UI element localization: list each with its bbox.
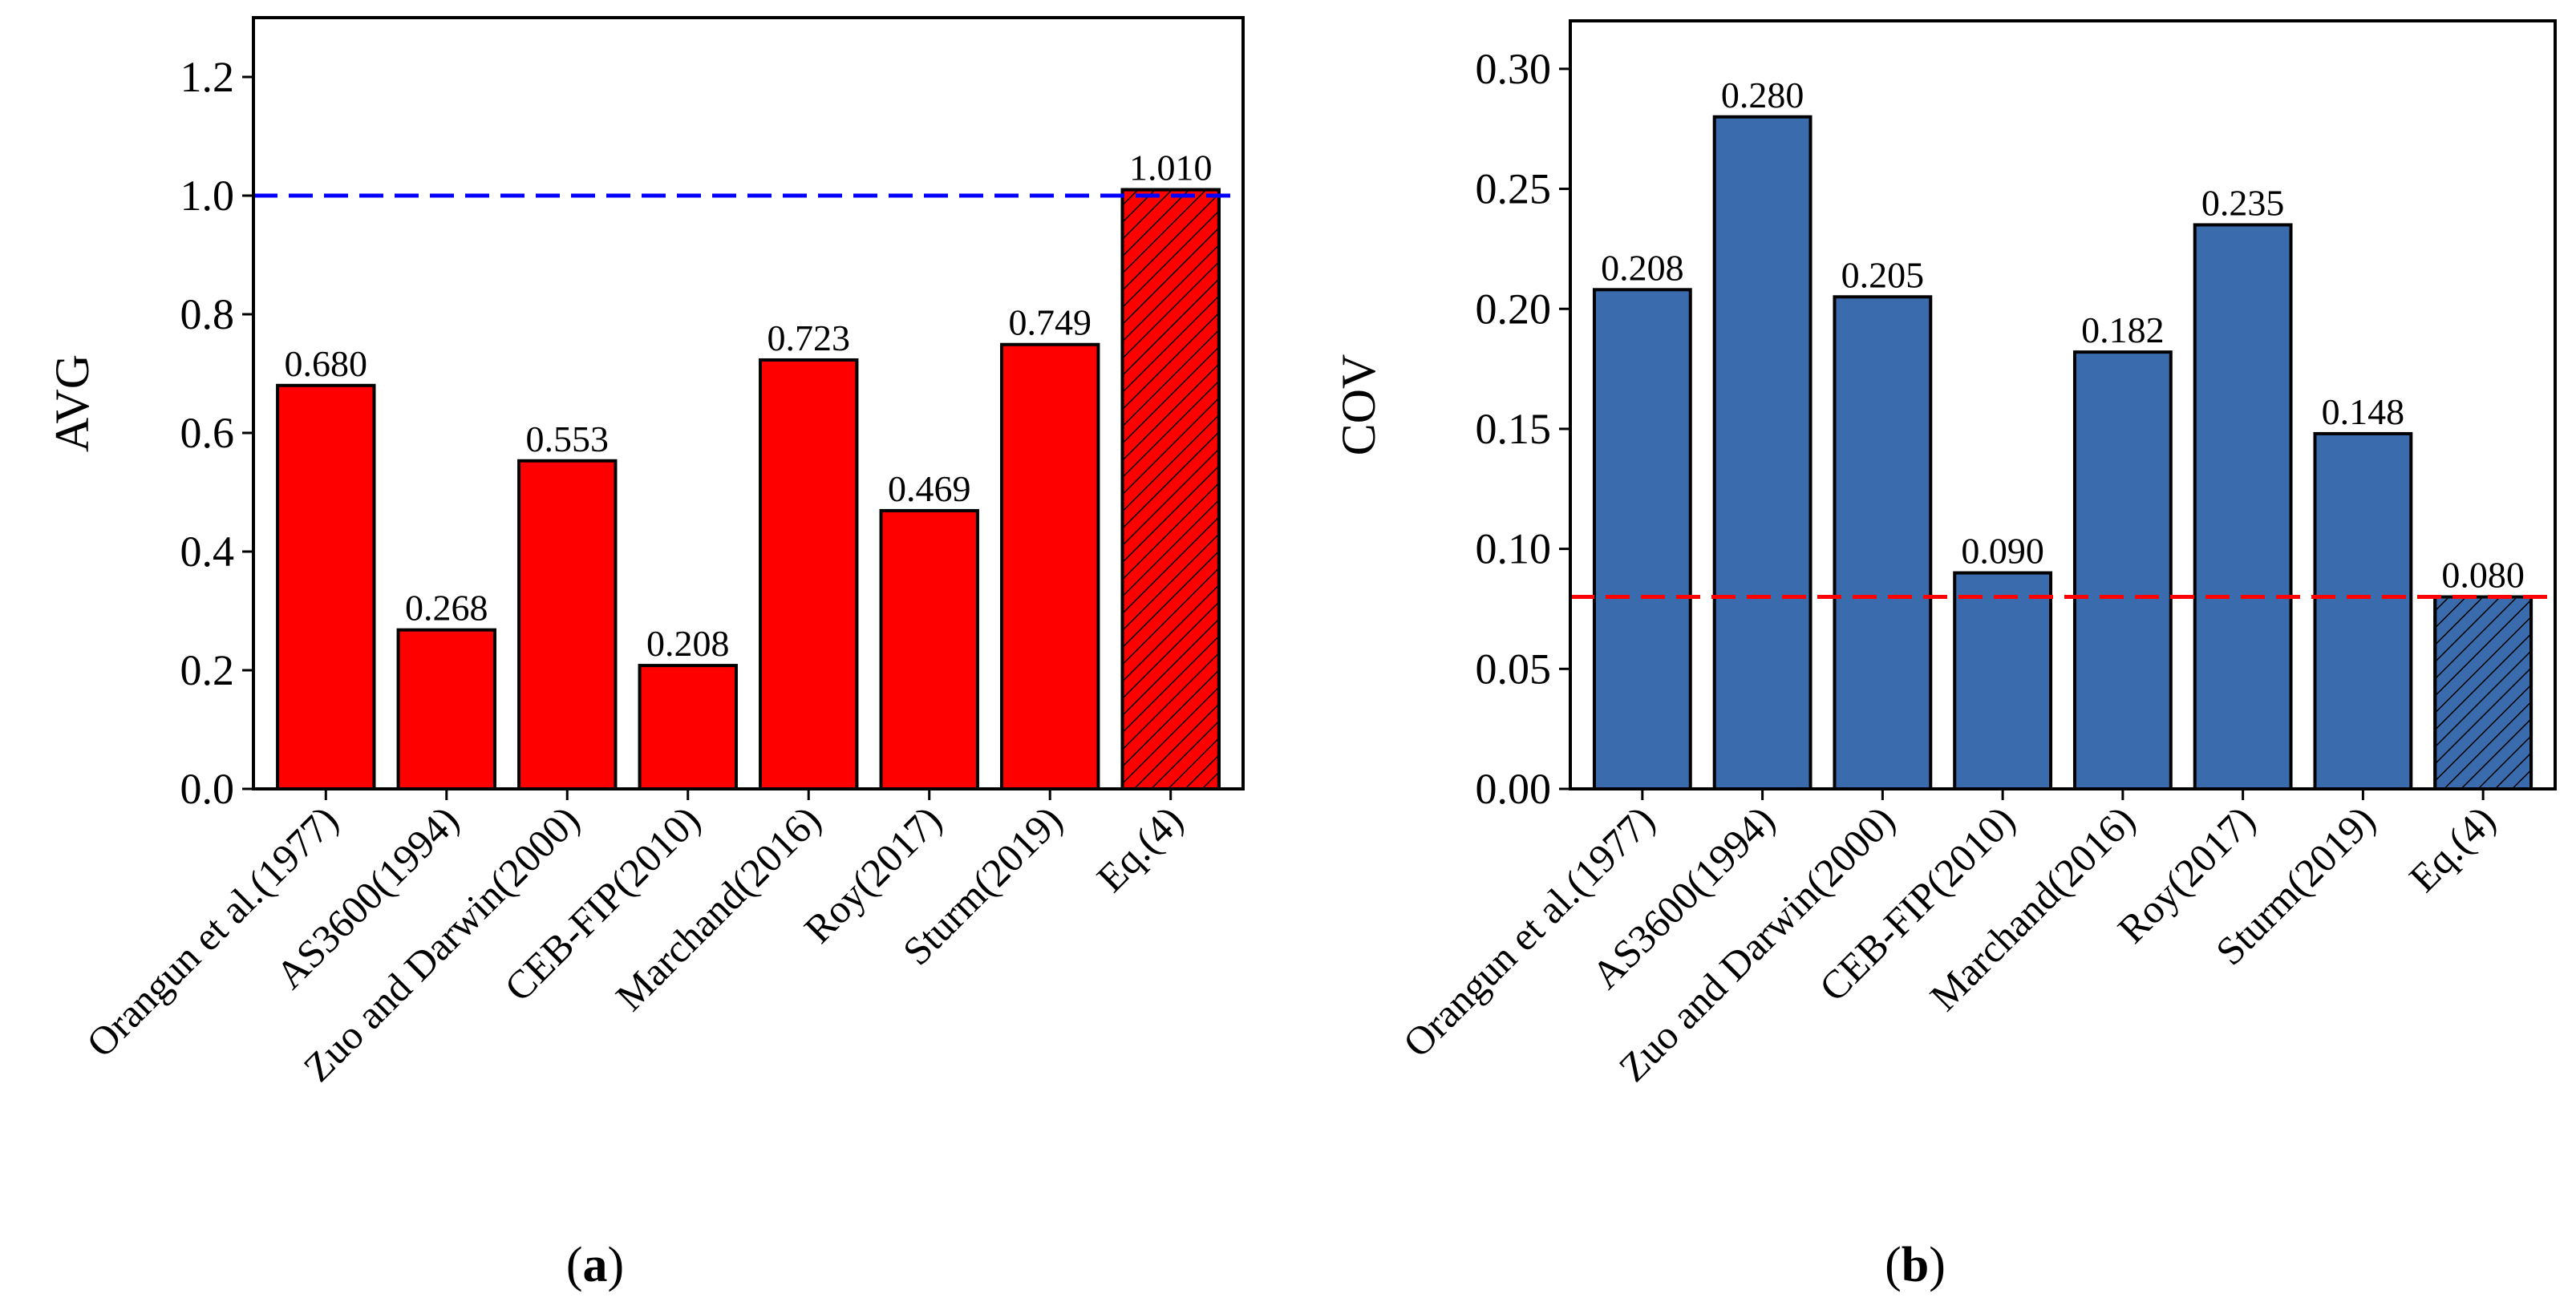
y-tick-label: 1.2 (180, 53, 235, 101)
panel-label-a: (a) (566, 1238, 624, 1292)
y-tick-label: 0.30 (1476, 45, 1552, 93)
data-label: 0.208 (1601, 247, 1684, 288)
bar (1712, 115, 1813, 790)
y-tick-label: 0.0 (180, 765, 235, 813)
data-label: 0.235 (2201, 182, 2285, 223)
data-label: 0.148 (2322, 391, 2405, 432)
bar-hatch (2433, 595, 2533, 790)
bar (2072, 350, 2173, 790)
data-label: 1.010 (1129, 148, 1213, 188)
data-label: 0.080 (2441, 555, 2525, 596)
bar (396, 628, 496, 790)
y-tick-label: 0.20 (1476, 285, 1552, 333)
bar (276, 383, 376, 790)
bar (1592, 288, 1692, 790)
y-tick-label: 0.05 (1476, 645, 1552, 693)
data-label: 0.268 (405, 588, 488, 629)
bar (1000, 342, 1100, 790)
y-tick-label: 0.8 (180, 290, 235, 338)
y-tick-label: 0.6 (180, 409, 235, 457)
data-label: 0.680 (285, 343, 368, 384)
panel-label-b: (b) (1885, 1238, 1946, 1292)
bar (638, 664, 738, 791)
y-tick-label: 0.25 (1476, 165, 1552, 213)
y-axis-label: AVG (46, 354, 99, 452)
data-label: 0.553 (526, 418, 610, 459)
bar (517, 459, 618, 791)
bar (759, 358, 859, 791)
bar (2313, 431, 2413, 790)
bar (1833, 295, 1933, 790)
data-label: 0.749 (1008, 302, 1092, 343)
y-tick-label: 0.2 (180, 646, 235, 694)
data-label: 0.723 (767, 317, 850, 358)
plot-frame (1569, 19, 2557, 790)
data-label: 0.469 (888, 468, 971, 509)
data-label: 0.208 (646, 623, 730, 664)
data-label: 0.182 (2081, 309, 2165, 350)
y-tick-label: 1.0 (180, 172, 235, 220)
x-tick-label: Eq.(4) (1088, 797, 1192, 900)
data-label: 0.090 (1961, 531, 2044, 572)
y-tick-label: 0.00 (1476, 765, 1552, 813)
bar-hatch (1120, 188, 1221, 791)
bar (2193, 223, 2293, 790)
x-tick-label: Marchand(2016) (1921, 797, 2143, 1019)
y-tick-label: 0.4 (180, 528, 235, 576)
data-label: 0.205 (1841, 254, 1925, 295)
data-label: 0.280 (1721, 75, 1804, 115)
y-axis-label: COV (1332, 354, 1385, 456)
y-tick-label: 0.10 (1476, 525, 1552, 573)
plot-frame (252, 16, 1245, 790)
bar (1953, 571, 2053, 790)
bar (879, 508, 979, 790)
x-tick-label: Eq.(4) (2400, 797, 2504, 900)
x-tick-label: Marchand(2016) (607, 797, 829, 1019)
y-tick-label: 0.15 (1476, 405, 1552, 453)
